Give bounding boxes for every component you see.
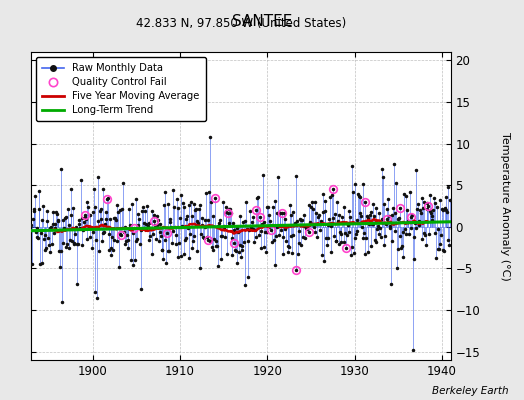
Text: Berkeley Earth: Berkeley Earth bbox=[432, 386, 508, 396]
Y-axis label: Temperature Anomaly (°C): Temperature Anomaly (°C) bbox=[500, 132, 510, 280]
Legend: Raw Monthly Data, Quality Control Fail, Five Year Moving Average, Long-Term Tren: Raw Monthly Data, Quality Control Fail, … bbox=[37, 57, 206, 121]
Title: 42.833 N, 97.850 W (United States): 42.833 N, 97.850 W (United States) bbox=[136, 17, 346, 30]
Text: SANTEE: SANTEE bbox=[232, 14, 292, 29]
